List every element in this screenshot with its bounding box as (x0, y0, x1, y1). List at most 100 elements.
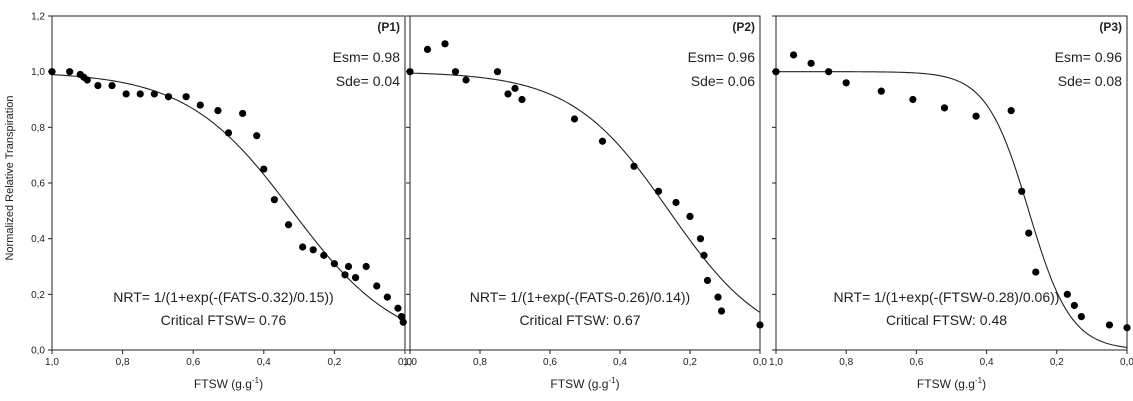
data-point (383, 293, 391, 301)
data-point (1018, 187, 1026, 195)
x-tick-label: 0,0 (1120, 357, 1133, 368)
data-point (362, 262, 370, 271)
data-point (1025, 229, 1033, 237)
data-point (714, 293, 722, 301)
panel-label: (P3) (1099, 20, 1122, 34)
panel-label: (P1) (377, 20, 400, 34)
x-axis-title: FTSW (g.g-1) (194, 376, 263, 391)
data-point (518, 95, 526, 104)
critical-ftsw-text: Critical FTSW: 0.48 (886, 312, 1007, 328)
data-point (94, 81, 102, 90)
data-point (320, 251, 328, 259)
stat-text: Sde= 0.06 (691, 73, 755, 89)
x-axis-title: FTSW (g.g-1) (917, 376, 986, 391)
data-point (1123, 324, 1131, 332)
x-tick-label: 0,4 (257, 357, 271, 368)
data-point (239, 109, 247, 118)
data-point (423, 45, 432, 54)
data-point (696, 235, 705, 243)
data-point (330, 260, 338, 268)
data-point (598, 137, 607, 145)
data-point (756, 321, 764, 329)
y-tick-label: 0,4 (31, 234, 45, 245)
stat-text: Esm= 0.98 (333, 49, 401, 65)
data-point (299, 243, 307, 251)
data-point (511, 84, 519, 92)
critical-ftsw-text: Critical FTSW: 0.67 (519, 312, 640, 328)
stat-text: Sde= 0.04 (336, 73, 400, 89)
data-point (451, 68, 460, 76)
data-point (1063, 290, 1071, 298)
data-point (108, 81, 116, 90)
data-point (1007, 107, 1015, 115)
x-tick-label: 0,0 (753, 357, 767, 368)
fit-curve (51, 74, 406, 322)
data-point (214, 107, 222, 115)
data-point (164, 93, 173, 101)
equation-text: NRT= 1/(1+exp(-(FATS-0.26)/0.14)) (470, 289, 690, 305)
data-point (122, 90, 130, 98)
data-point (700, 251, 708, 259)
data-point (66, 68, 74, 76)
stat-text: Sde= 0.08 (1058, 73, 1122, 89)
panel-2: 1,0 0,8 0,6 0,4 0,2 0,0 (P2) Esm= 0.96 Sde= 0.06… (403, 15, 767, 391)
data-point (717, 307, 726, 315)
data-point (260, 165, 268, 173)
data-point (842, 79, 850, 87)
data-point (686, 212, 694, 220)
data-point (630, 162, 638, 170)
data-point (1032, 268, 1040, 276)
y-axis-label: Normalized Relative Transpiration (4, 95, 16, 260)
data-point (972, 112, 980, 120)
data-point (570, 115, 579, 123)
x-tick-label: 0,2 (1050, 357, 1064, 368)
data-point (493, 68, 502, 76)
data-point (462, 76, 470, 84)
fit-curve (409, 72, 761, 313)
data-point (341, 271, 349, 279)
data-point (654, 187, 663, 195)
data-point (909, 95, 917, 104)
x-tick-label: 0,6 (909, 357, 923, 368)
data-point (397, 313, 406, 321)
data-point (399, 318, 407, 326)
panel-3: 1,0 0,8 0,6 0,4 0,2 0,0 (P3) Esm= 0.96 Sde= 0.08… (769, 15, 1133, 391)
x-tick-label: 0,8 (116, 357, 130, 368)
equation-text: NRT= 1/(1+exp(-(FATS-0.32)/0.15)) (113, 289, 333, 305)
x-tick-label: 0,8 (473, 357, 487, 368)
data-point (253, 132, 261, 140)
y-tick-label: 1,2 (31, 12, 45, 23)
data-point (406, 68, 414, 76)
data-point (504, 90, 512, 98)
data-point (351, 274, 360, 282)
data-point (672, 198, 680, 207)
panel-label: (P2) (732, 20, 755, 34)
y-tick-label: 0,2 (31, 290, 45, 301)
data-point (394, 304, 402, 312)
x-tick-label: 0,2 (683, 357, 697, 368)
data-point (940, 104, 949, 112)
equation-text: NRT= 1/(1+exp(-(FTSW-0.28)/0.06)) (834, 289, 1060, 305)
x-tick-label: 1,0 (45, 357, 59, 368)
data-point (772, 68, 780, 76)
x-tick-label: 0,0 (398, 357, 412, 368)
data-point (825, 68, 833, 76)
x-tick-label: 0,8 (839, 357, 853, 368)
data-point (373, 282, 381, 290)
data-point (182, 93, 190, 101)
panel-1: 1,0 0,8 0,6 0,4 0,2 0,0 0,0 0,2 0,4 0,6 0,8 1,0 1,2 (… (31, 12, 412, 392)
data-point (284, 221, 293, 229)
data-point (789, 51, 798, 59)
x-tick-label: 0,6 (543, 357, 557, 368)
data-point (224, 129, 233, 137)
stat-text: Esm= 0.96 (1055, 49, 1123, 65)
x-tick-label: 0,4 (980, 357, 994, 368)
data-point (1070, 301, 1078, 310)
y-tick-label: 0,0 (31, 346, 45, 357)
data-point (441, 40, 449, 48)
data-point (877, 87, 885, 95)
data-point (807, 59, 815, 67)
data-point (270, 196, 278, 204)
data-point (309, 246, 317, 254)
